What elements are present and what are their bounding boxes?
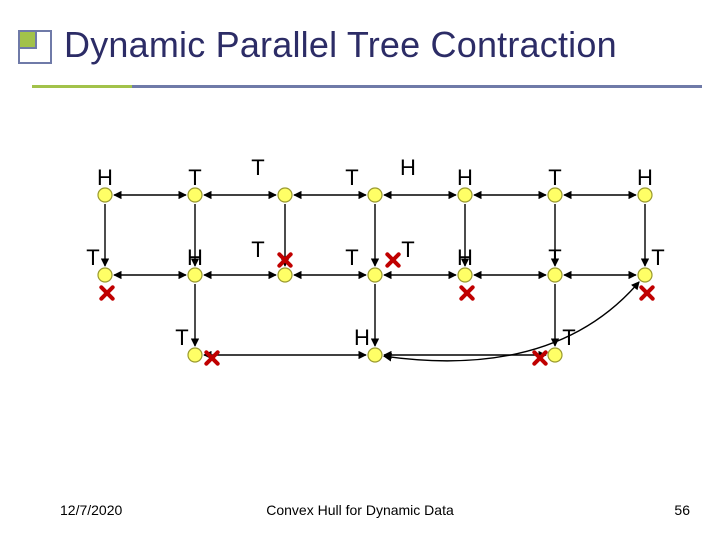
node-label: H bbox=[637, 165, 653, 191]
node-label: T bbox=[86, 245, 99, 271]
node-label: H bbox=[97, 165, 113, 191]
node-label: T bbox=[401, 237, 414, 263]
cross-mark bbox=[458, 284, 476, 302]
cross-mark bbox=[203, 349, 221, 367]
footer-caption: Convex Hull for Dynamic Data bbox=[266, 502, 454, 518]
cross-mark bbox=[638, 284, 656, 302]
footer-page: 56 bbox=[674, 502, 690, 518]
cross-mark bbox=[384, 251, 402, 269]
node-label: T bbox=[345, 165, 358, 191]
node-label: T bbox=[188, 165, 201, 191]
cross-mark bbox=[531, 349, 549, 367]
node-label: H bbox=[457, 165, 473, 191]
node-label: H bbox=[457, 245, 473, 271]
node-label: T bbox=[548, 245, 561, 271]
node-label: T bbox=[651, 245, 664, 271]
footer-date: 12/7/2020 bbox=[60, 502, 122, 518]
tree-diagram bbox=[0, 0, 720, 540]
node-label: T bbox=[251, 155, 264, 181]
node-label: H bbox=[400, 155, 416, 181]
node-label: H bbox=[187, 245, 203, 271]
node-label: T bbox=[345, 245, 358, 271]
node-label: T bbox=[251, 237, 264, 263]
node-label: H bbox=[354, 325, 370, 351]
node-label: T bbox=[548, 165, 561, 191]
cross-mark bbox=[276, 251, 294, 269]
cross-mark bbox=[98, 284, 116, 302]
node-label: T bbox=[175, 325, 188, 351]
node-label: T bbox=[562, 325, 575, 351]
